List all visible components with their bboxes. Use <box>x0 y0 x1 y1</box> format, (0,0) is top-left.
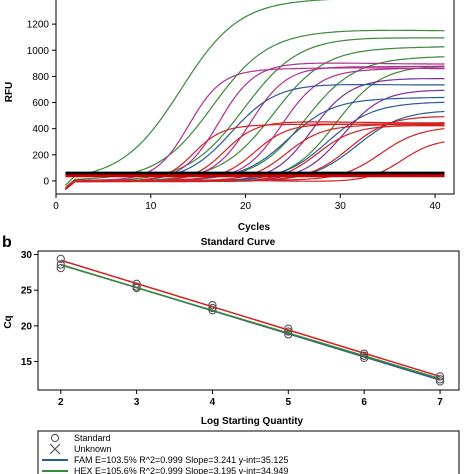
y-tick-label-400: 400 <box>32 124 49 135</box>
y-tick-label-15: 15 <box>21 357 33 368</box>
x-tick-label-40: 40 <box>429 201 441 212</box>
x-tick-label-6: 6 <box>361 397 367 408</box>
fit-line-series-3 <box>60 259 441 378</box>
legend-entry-4: HEX E=105.6% R^2=0.999 Slope=3.195 y-int… <box>74 466 288 474</box>
panel-b-label: b <box>2 234 12 251</box>
standard-point-1-1 <box>56 263 65 273</box>
amplification-plot-frame <box>55 0 455 195</box>
standard-point-3-4 <box>284 324 293 333</box>
x-tick-label-10: 10 <box>145 201 157 212</box>
standard-point-3-5 <box>360 349 369 358</box>
y-tick-label-800: 800 <box>32 72 49 83</box>
legend-circle-symbol <box>50 433 60 443</box>
amplification-curve-3 <box>65 37 445 189</box>
standard-curve-y-label: Cq <box>3 315 14 328</box>
amplification-x-label: Cycles <box>238 222 271 233</box>
standard-point-3-3 <box>208 301 217 310</box>
y-tick-label-600: 600 <box>32 98 49 109</box>
x-tick-label-20: 20 <box>240 201 252 212</box>
x-tick-label-2: 2 <box>58 397 64 408</box>
amplification-y-label: RFU <box>4 82 15 103</box>
standard-curve-data <box>56 254 445 386</box>
amplification-curve-group <box>65 0 445 190</box>
standard-curve-plot: Standard Curve 2 3 4 5 6 7 15 20 25 30 Cq Log Sta… <box>3 237 460 427</box>
standard-curve-title: Standard Curve <box>201 237 276 248</box>
legend-entry-2: Unknown <box>74 444 112 454</box>
standard-point-1-5 <box>360 353 369 363</box>
standard-point-3-1 <box>56 254 65 263</box>
standard-point-3-6 <box>435 372 445 381</box>
standard-point-3-2 <box>132 279 141 288</box>
x-tick-label-5: 5 <box>286 397 292 408</box>
y-tick-label-25: 25 <box>21 286 33 297</box>
fit-line-hex <box>60 264 441 380</box>
x-tick-label-4: 4 <box>210 397 216 408</box>
legend-entry-1: Standard <box>74 433 111 443</box>
x-tick-label-7: 7 <box>437 397 443 408</box>
amplification-curve-1 <box>65 0 331 186</box>
amplification-curves <box>65 0 445 190</box>
x-tick-label-30: 30 <box>335 201 347 212</box>
amplification-curve-7 <box>65 67 445 189</box>
y-tick-label-30: 30 <box>21 250 33 261</box>
standard-point-2-5 <box>360 351 369 360</box>
y-tick-label-200: 200 <box>32 150 49 161</box>
y-tick-label-0: 0 <box>43 176 49 187</box>
legend-entry-3: FAM E=103.5% R^2=0.999 Slope=3.241 y-int… <box>74 455 288 465</box>
x-tick-label-0: 0 <box>53 201 59 212</box>
standard-curve-axis-ticks: 2 3 4 5 6 7 15 20 25 30 <box>21 250 443 408</box>
y-tick-label-20: 20 <box>21 321 33 332</box>
legend-frame <box>37 430 460 474</box>
x-tick-label-3: 3 <box>134 397 140 408</box>
standard-curve-x-label: Log Starting Quantity <box>201 416 304 427</box>
y-tick-label-1000: 1000 <box>27 46 50 57</box>
y-tick-label-1200: 1200 <box>27 20 50 31</box>
legend-cross-symbol-b <box>49 443 61 455</box>
